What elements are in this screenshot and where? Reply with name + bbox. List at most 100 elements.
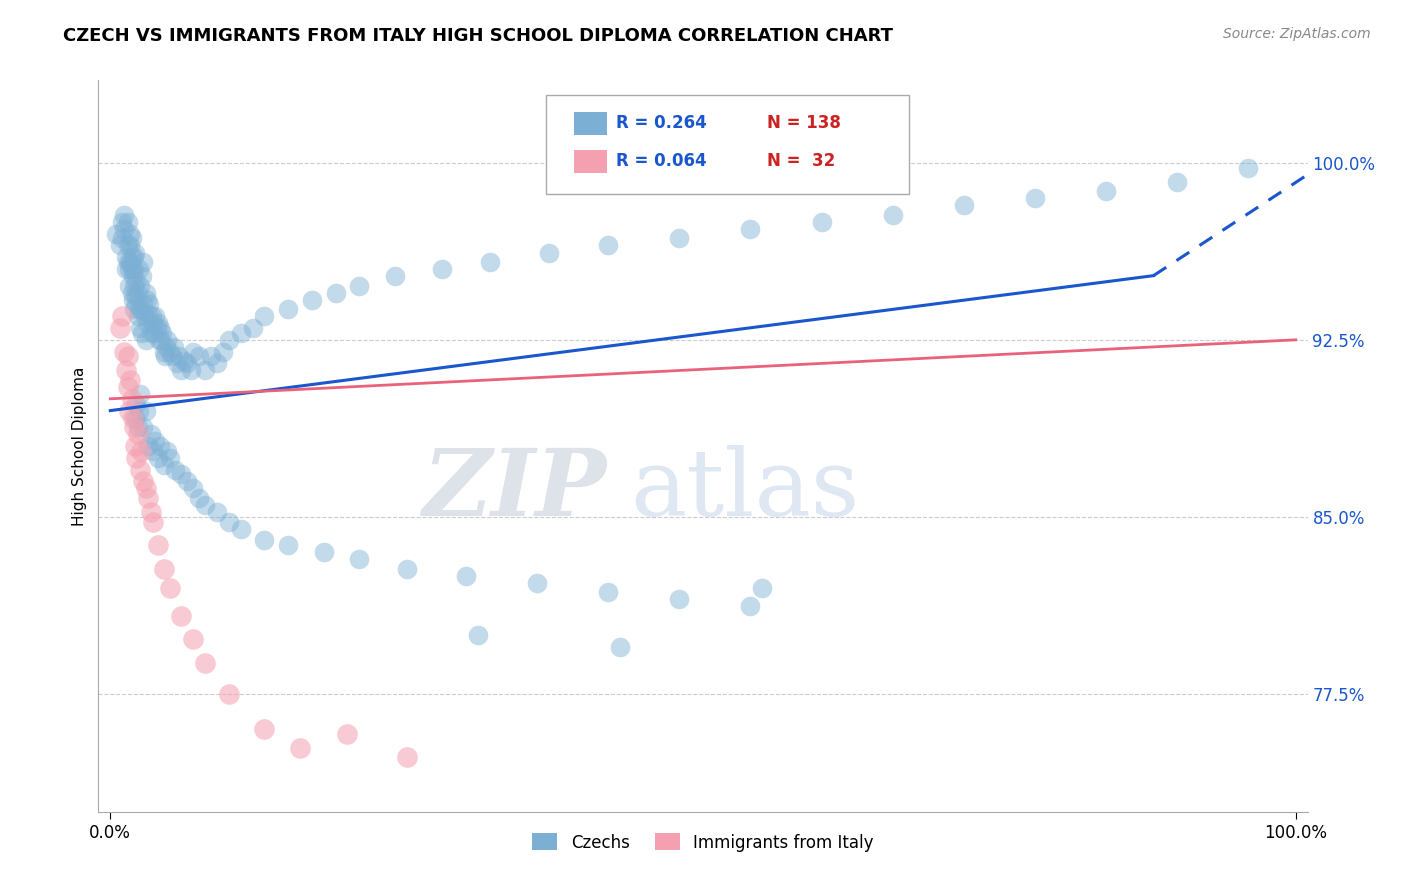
Point	[1237, 161, 1260, 175]
Point	[139, 505, 162, 519]
Point	[1166, 175, 1188, 189]
Point	[114, 208, 136, 222]
Point	[135, 333, 157, 347]
Point	[108, 238, 131, 252]
Point	[882, 208, 904, 222]
Point	[128, 403, 150, 417]
Point	[288, 741, 311, 756]
Point	[114, 344, 136, 359]
Point	[129, 321, 152, 335]
Point	[135, 285, 157, 300]
Point	[152, 458, 174, 472]
Point	[598, 238, 620, 252]
Point	[121, 262, 143, 277]
Point	[108, 321, 131, 335]
Point	[138, 297, 160, 311]
Point	[325, 285, 347, 300]
Point	[132, 420, 155, 434]
Point	[129, 302, 152, 317]
Point	[609, 640, 631, 654]
Point	[526, 575, 548, 590]
Point	[180, 363, 202, 377]
Point	[125, 274, 148, 288]
Point	[114, 250, 136, 264]
Point	[122, 278, 145, 293]
Point	[120, 238, 142, 252]
Point	[395, 562, 418, 576]
Point	[124, 410, 146, 425]
Point	[127, 420, 149, 434]
Point	[146, 538, 169, 552]
Point	[212, 344, 235, 359]
Point	[347, 552, 370, 566]
Point	[166, 356, 188, 370]
Point	[121, 285, 143, 300]
Point	[467, 628, 489, 642]
Point	[301, 293, 323, 307]
Point	[145, 321, 167, 335]
Legend: Czechs, Immigrants from Italy: Czechs, Immigrants from Italy	[526, 827, 880, 858]
Text: CZECH VS IMMIGRANTS FROM ITALY HIGH SCHOOL DIPLOMA CORRELATION CHART: CZECH VS IMMIGRANTS FROM ITALY HIGH SCHO…	[63, 27, 893, 45]
Point	[121, 392, 143, 406]
Point	[118, 262, 141, 277]
Point	[152, 344, 174, 359]
Point	[136, 439, 159, 453]
Point	[120, 373, 142, 387]
Point	[120, 255, 142, 269]
Point	[129, 387, 152, 401]
Point	[751, 581, 773, 595]
Point	[173, 354, 195, 368]
Point	[122, 420, 145, 434]
Point	[125, 297, 148, 311]
Point	[200, 349, 222, 363]
Point	[118, 403, 141, 417]
Point	[454, 568, 477, 582]
Point	[159, 450, 181, 465]
Point	[170, 467, 193, 482]
Point	[142, 443, 165, 458]
Point	[136, 316, 159, 330]
Point	[152, 562, 174, 576]
Point	[194, 363, 217, 377]
FancyBboxPatch shape	[546, 95, 908, 194]
Point	[170, 608, 193, 623]
Bar	[574, 112, 607, 135]
Point	[478, 255, 501, 269]
Point	[312, 545, 335, 559]
Point	[125, 450, 148, 465]
Text: atlas: atlas	[630, 445, 859, 535]
Point	[146, 316, 169, 330]
Point	[117, 215, 139, 229]
Text: N =  32: N = 32	[768, 153, 835, 170]
Point	[598, 585, 620, 599]
Point	[218, 333, 240, 347]
Point	[167, 349, 190, 363]
Point	[205, 356, 228, 370]
Point	[336, 727, 359, 741]
Point	[143, 326, 166, 340]
Point	[132, 255, 155, 269]
Point	[149, 321, 172, 335]
Point	[668, 231, 690, 245]
Point	[181, 344, 204, 359]
Point	[129, 278, 152, 293]
Point	[120, 227, 142, 241]
Point	[740, 599, 762, 614]
Point	[111, 215, 134, 229]
Point	[136, 293, 159, 307]
Point	[395, 750, 418, 764]
Text: N = 138: N = 138	[768, 114, 841, 132]
Point	[131, 269, 153, 284]
Point	[170, 363, 193, 377]
Point	[127, 427, 149, 442]
Point	[124, 439, 146, 453]
Point	[165, 462, 187, 476]
Point	[384, 269, 406, 284]
Point	[118, 278, 141, 293]
Point	[194, 656, 217, 670]
Point	[148, 333, 170, 347]
Point	[122, 302, 145, 317]
Text: ZIP: ZIP	[422, 445, 606, 535]
Point	[253, 310, 276, 324]
Point	[176, 475, 198, 489]
